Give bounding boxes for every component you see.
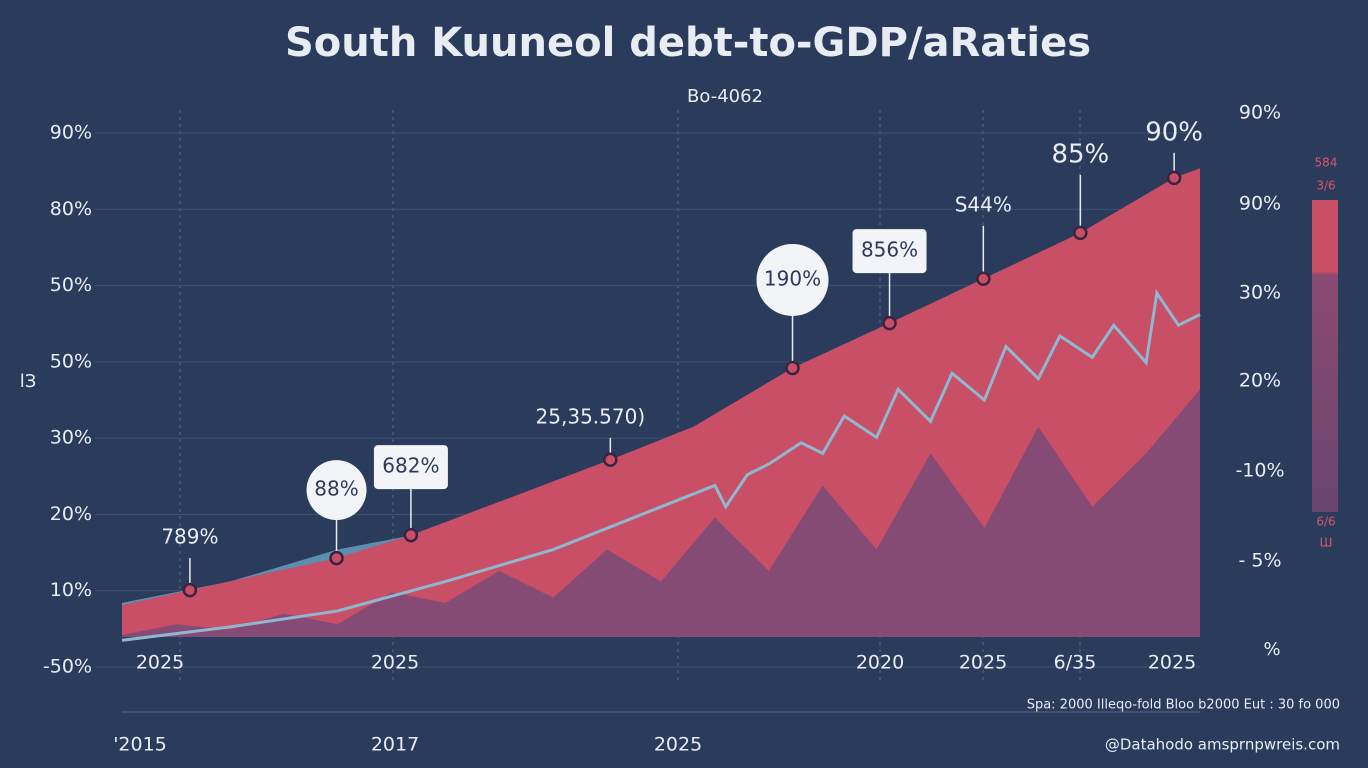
annotation: 789% <box>161 525 218 549</box>
marker <box>1166 170 1182 186</box>
marker <box>976 271 991 287</box>
right-axis-label: 90% <box>1239 102 1281 124</box>
right-axis-label: 90% <box>1239 193 1281 215</box>
annotation: 25,35.570) <box>536 404 646 428</box>
x-label: 2017 <box>371 734 419 756</box>
y-axis-label: 50% <box>50 274 92 296</box>
x-label: '2015 <box>113 734 167 756</box>
right-bar-label: 3/6 <box>1316 179 1335 193</box>
y-axis-label: 30% <box>50 427 92 449</box>
right-bar-label: Ш <box>1320 536 1333 550</box>
y-axis-label: 90% <box>50 122 92 144</box>
label-box <box>373 445 448 490</box>
x-label: 2025 <box>371 652 419 674</box>
source: @Datahodo amsprnpwreis.com <box>1105 736 1340 754</box>
x-label: 2025 <box>959 652 1007 674</box>
y-axis-label: 80% <box>50 198 92 220</box>
marker <box>882 315 897 331</box>
bubble <box>306 460 367 521</box>
marker <box>785 360 800 376</box>
marker <box>403 527 419 543</box>
bubble <box>756 243 829 316</box>
annotation: S44% <box>955 192 1012 216</box>
right-bar-label: 584 <box>1315 156 1338 170</box>
marker <box>182 582 198 598</box>
line <box>121 289 1201 642</box>
label-box <box>852 229 927 274</box>
chart-title: South Kuuneol debt-to-GDP/aRaties <box>285 20 1091 66</box>
subtitle: Bo-4062 <box>687 86 763 107</box>
y-axis-label: 50% <box>50 350 92 372</box>
right-axis-label: 30% <box>1239 282 1281 304</box>
annotation: 682% <box>382 454 439 478</box>
marker <box>329 550 344 566</box>
color-bar <box>1312 200 1338 512</box>
footer-legend: Spa: 2000 Illeqo-fold Bloo b2000 Eut : 3… <box>1027 698 1340 713</box>
y-axis-label: 20% <box>50 503 92 525</box>
x-label: 2025 <box>1148 652 1196 674</box>
annotation: 88% <box>314 477 358 501</box>
marker <box>603 452 618 468</box>
right-axis-label: 20% <box>1239 370 1281 392</box>
right-axis-label: -10% <box>1235 460 1284 482</box>
y-axis-label: 10% <box>50 579 92 601</box>
annotation: 856% <box>861 238 918 262</box>
annotation: 85% <box>1051 139 1109 169</box>
annotation: 90% <box>1145 117 1203 147</box>
annotation: 190% <box>764 266 821 290</box>
right-corner-label: % <box>1263 639 1280 660</box>
right-axis-label: - 5% <box>1238 550 1281 572</box>
x-label: 6/35 <box>1054 652 1097 674</box>
y-axis-title: lЗ <box>20 371 37 392</box>
x-label: 2025 <box>654 734 702 756</box>
x-label: 2025 <box>136 652 184 674</box>
right-bar-label: 6/6 <box>1316 515 1335 529</box>
marker <box>1073 225 1088 241</box>
x-label: 2020 <box>856 652 904 674</box>
y-axis-label: -50% <box>43 656 92 678</box>
area <box>122 389 1200 637</box>
